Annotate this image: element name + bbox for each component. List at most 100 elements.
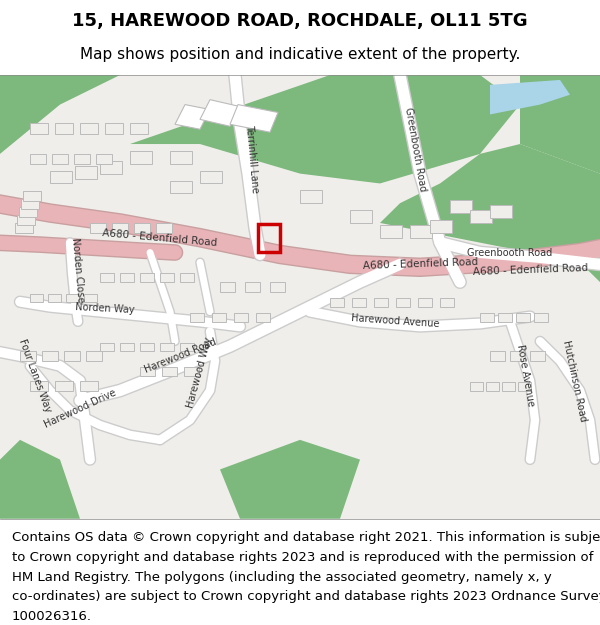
Polygon shape	[490, 80, 570, 114]
Bar	[234, 312, 248, 321]
Bar	[86, 351, 102, 361]
Bar	[84, 294, 97, 302]
Bar	[105, 123, 123, 134]
Bar	[518, 382, 531, 391]
Bar	[350, 210, 372, 223]
Bar	[140, 343, 154, 351]
Bar	[450, 200, 472, 213]
Polygon shape	[200, 99, 240, 126]
Text: A680 - Edenfield Road: A680 - Edenfield Road	[362, 258, 478, 271]
Bar	[516, 312, 530, 321]
Bar	[498, 312, 512, 321]
Bar	[352, 298, 366, 307]
Bar	[50, 171, 72, 184]
Bar	[156, 223, 172, 232]
Text: Norden Close: Norden Close	[70, 238, 86, 303]
Text: A680 - Edenfield Road: A680 - Edenfield Road	[472, 263, 588, 278]
Text: Greenbooth Road: Greenbooth Road	[403, 106, 427, 192]
Text: to Crown copyright and database rights 2023 and is reproduced with the permissio: to Crown copyright and database rights 2…	[12, 551, 593, 564]
Bar	[80, 381, 98, 391]
Bar	[258, 224, 280, 251]
Polygon shape	[220, 440, 360, 519]
Polygon shape	[0, 75, 120, 154]
Bar	[75, 166, 97, 179]
Text: 100026316.: 100026316.	[12, 610, 92, 623]
Bar	[48, 294, 61, 302]
Bar	[66, 294, 79, 302]
Bar	[440, 298, 454, 307]
Bar	[180, 273, 194, 282]
Bar	[245, 282, 260, 292]
Text: Hutchinson Road: Hutchinson Road	[562, 339, 589, 422]
Bar	[534, 312, 548, 321]
Text: Map shows position and indicative extent of the property.: Map shows position and indicative extent…	[80, 46, 520, 61]
Text: 15, HAREWOOD ROAD, ROCHDALE, OL11 5TG: 15, HAREWOOD ROAD, ROCHDALE, OL11 5TG	[72, 12, 528, 30]
Text: A680 - Edenfield Road: A680 - Edenfield Road	[102, 228, 218, 248]
Polygon shape	[130, 75, 520, 184]
Polygon shape	[520, 75, 600, 174]
Polygon shape	[230, 104, 278, 132]
Bar	[30, 123, 48, 134]
Bar	[64, 351, 80, 361]
Bar	[430, 220, 452, 232]
Text: HM Land Registry. The polygons (including the associated geometry, namely x, y: HM Land Registry. The polygons (includin…	[12, 571, 552, 584]
Bar	[23, 191, 41, 201]
Bar	[170, 181, 192, 193]
Bar	[396, 298, 410, 307]
Text: Four Lanes Way: Four Lanes Way	[17, 338, 53, 414]
Bar	[52, 154, 68, 164]
Bar	[330, 298, 344, 307]
Polygon shape	[0, 440, 80, 519]
Bar	[200, 171, 222, 184]
Bar	[160, 273, 174, 282]
Bar	[30, 294, 43, 302]
Bar	[55, 381, 73, 391]
Bar	[55, 123, 73, 134]
Bar	[374, 298, 388, 307]
Bar	[120, 343, 134, 351]
Bar	[130, 151, 152, 164]
Bar	[502, 382, 515, 391]
Bar	[30, 154, 46, 164]
Bar	[380, 225, 402, 238]
Bar	[220, 282, 235, 292]
Text: Greenbooth Road: Greenbooth Road	[467, 248, 553, 258]
Text: Harewood Avenue: Harewood Avenue	[350, 314, 439, 329]
Bar	[112, 223, 128, 232]
Bar	[184, 367, 199, 376]
Text: Terrinhill Lane: Terrinhill Lane	[244, 124, 260, 193]
Bar	[80, 123, 98, 134]
Bar	[162, 367, 177, 376]
Bar	[30, 381, 48, 391]
Bar	[17, 215, 35, 225]
Bar	[130, 123, 148, 134]
Bar	[42, 351, 58, 361]
Bar	[100, 273, 114, 282]
Bar	[140, 273, 154, 282]
Bar	[96, 154, 112, 164]
Bar	[490, 205, 512, 218]
Bar	[140, 367, 155, 376]
Bar	[160, 343, 174, 351]
Bar	[19, 207, 37, 217]
Bar	[120, 273, 134, 282]
Bar	[418, 298, 432, 307]
Bar	[100, 343, 114, 351]
Bar	[20, 351, 36, 361]
Bar	[486, 382, 499, 391]
Bar	[170, 151, 192, 164]
Bar	[134, 223, 150, 232]
Bar	[270, 282, 285, 292]
Bar	[190, 312, 204, 321]
Bar	[90, 223, 106, 232]
Text: co-ordinates) are subject to Crown copyright and database rights 2023 Ordnance S: co-ordinates) are subject to Crown copyr…	[12, 591, 600, 604]
Text: Harewood Road: Harewood Road	[143, 337, 217, 375]
Bar	[300, 191, 322, 203]
Bar	[74, 154, 90, 164]
Polygon shape	[380, 144, 600, 282]
Text: Norden Way: Norden Way	[75, 302, 135, 315]
Bar	[410, 225, 432, 238]
Bar	[480, 312, 494, 321]
Polygon shape	[175, 104, 210, 129]
Bar	[180, 343, 194, 351]
